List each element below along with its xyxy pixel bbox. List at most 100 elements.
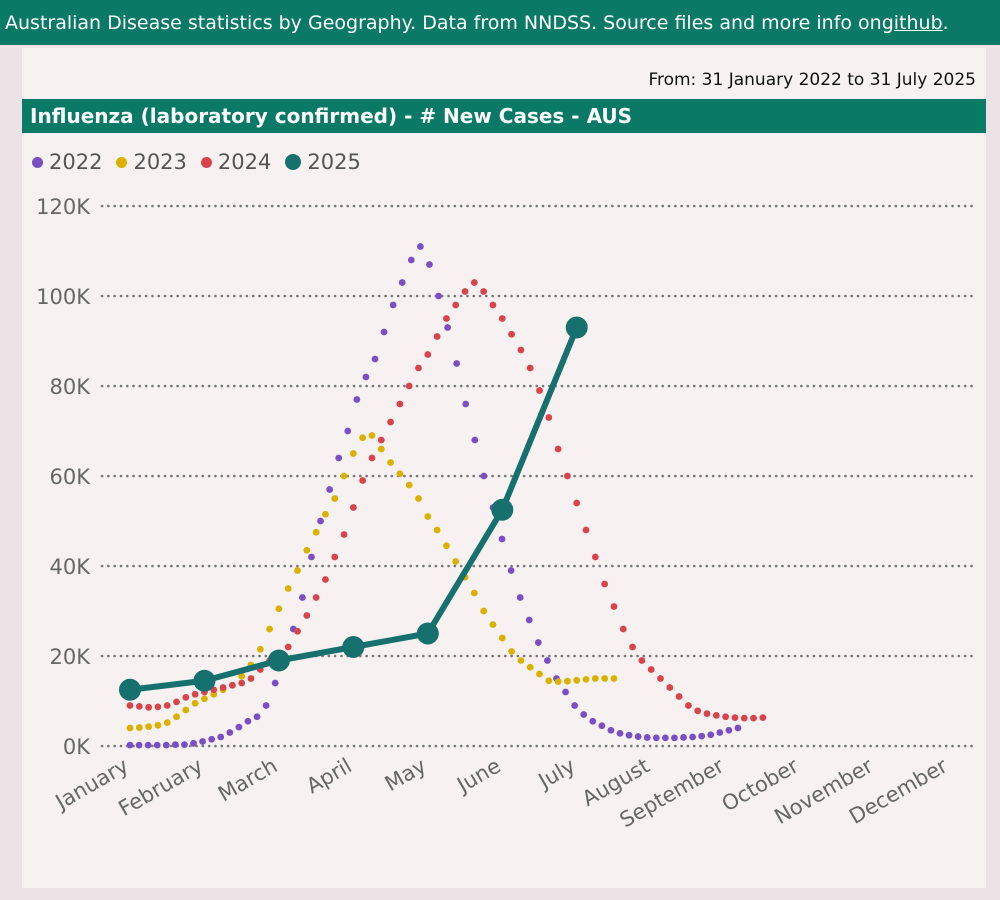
series-2022-point — [217, 733, 225, 741]
series-2022-point — [707, 731, 715, 739]
series-2022-point — [208, 735, 216, 743]
series-2025-point — [342, 636, 365, 658]
series-2024-point — [173, 698, 180, 706]
series-2023-point — [498, 634, 506, 642]
y-tick-label: 40K — [50, 555, 92, 579]
series-2023-point — [415, 495, 422, 502]
series-2022-point — [544, 657, 551, 664]
x-tick-label: February — [114, 754, 207, 821]
series-2024-point — [536, 387, 543, 394]
series-2023-point — [610, 675, 618, 682]
series-2022-point — [643, 734, 651, 741]
series-2023-point — [135, 724, 143, 731]
series-2023-point — [284, 585, 292, 592]
series-2024-point — [359, 477, 367, 484]
series-2023-point — [489, 621, 497, 628]
banner-text: Australian Disease statistics by Geograp… — [5, 11, 882, 34]
series-2024-point — [219, 684, 227, 691]
series-2023-point — [173, 713, 180, 721]
series-2023-point — [368, 432, 376, 439]
series-2024-point — [387, 418, 394, 426]
legend-marker-icon — [32, 156, 43, 168]
series-2022-point — [607, 726, 615, 734]
series-2024-point — [526, 364, 534, 372]
series-2023-point — [582, 676, 590, 683]
series-2024-point — [517, 346, 525, 354]
series-2023-point — [573, 676, 581, 684]
series-2025-point — [491, 498, 514, 521]
series-2024-point — [377, 436, 385, 444]
series-2024-point — [712, 712, 720, 719]
legend-marker-icon — [285, 154, 302, 170]
series-2022-point — [671, 734, 678, 742]
series-2022-point — [725, 726, 733, 734]
series-2024-point — [424, 351, 432, 358]
legend-item-2024[interactable]: 2024 — [200, 150, 271, 174]
series-2024-point — [610, 603, 618, 610]
series-2022-point — [135, 741, 143, 749]
series-2022-point — [652, 734, 660, 742]
series-2022-point — [480, 472, 488, 480]
series-2022-point — [253, 713, 261, 721]
legend-label: 2023 — [133, 150, 187, 174]
series-2024-point — [657, 675, 664, 682]
series-2022-point — [716, 729, 724, 736]
series-2023-point — [526, 663, 534, 671]
series-2024-point — [322, 576, 329, 583]
x-tick-label: April — [302, 754, 356, 799]
y-tick-label: 80K — [50, 375, 92, 399]
series-2024-point — [629, 643, 636, 651]
series-2024-point — [461, 288, 469, 295]
series-2024-point — [191, 690, 199, 698]
series-2023-point — [508, 648, 515, 655]
series-2022-point — [416, 243, 424, 250]
series-2022-point — [389, 301, 397, 309]
series-2022-point — [398, 279, 406, 286]
series-2024-point — [135, 703, 143, 710]
legend-item-2025[interactable]: 2025 — [285, 150, 361, 174]
series-2022-point — [190, 739, 197, 747]
series-2025-point — [416, 622, 439, 645]
series-2023-point — [201, 695, 208, 703]
series-2024-point — [470, 279, 478, 286]
series-2022-point — [335, 454, 343, 462]
series-2023-point — [256, 645, 264, 653]
series-2022-point — [444, 324, 451, 331]
series-2022-point — [371, 355, 379, 363]
series-2022-point — [426, 261, 433, 268]
series-2023-point — [349, 450, 357, 457]
series-2024-point — [740, 714, 748, 722]
series-2023-point — [359, 434, 367, 442]
series-2023-point — [601, 675, 609, 682]
series-2024-point — [247, 675, 255, 682]
series-2022-point — [534, 639, 542, 646]
github-link[interactable]: github — [881, 11, 943, 34]
y-tick-label: 120K — [36, 195, 91, 219]
series-2024-point — [349, 504, 357, 511]
series-2023-point — [154, 721, 162, 729]
series-2022-point — [453, 360, 461, 367]
series-2024-point — [489, 301, 497, 309]
series-2022-point — [235, 723, 243, 731]
series-2022-point — [598, 722, 606, 730]
series-2024-point — [126, 702, 134, 709]
legend-item-2022[interactable]: 2022 — [32, 150, 102, 174]
series-2024-point — [340, 531, 348, 538]
series-2022-point — [171, 741, 179, 749]
legend-label: 2022 — [49, 150, 103, 174]
series-2024-point — [508, 330, 515, 338]
series-2024-point — [601, 580, 609, 588]
series-2024-point — [722, 713, 730, 721]
series-2022-point — [580, 711, 588, 718]
series-2024-point — [480, 288, 488, 295]
series-2024-point — [163, 702, 171, 709]
series-2024-point — [703, 710, 711, 717]
series-2024-point — [666, 684, 674, 691]
series-2023-point — [294, 567, 301, 574]
legend-item-2023[interactable]: 2023 — [116, 150, 187, 174]
series-2024-point — [368, 454, 376, 462]
series-2024-point — [564, 472, 571, 480]
series-2023-point — [405, 481, 413, 489]
series-2023-point — [191, 699, 199, 707]
series-2024-point — [554, 445, 562, 453]
